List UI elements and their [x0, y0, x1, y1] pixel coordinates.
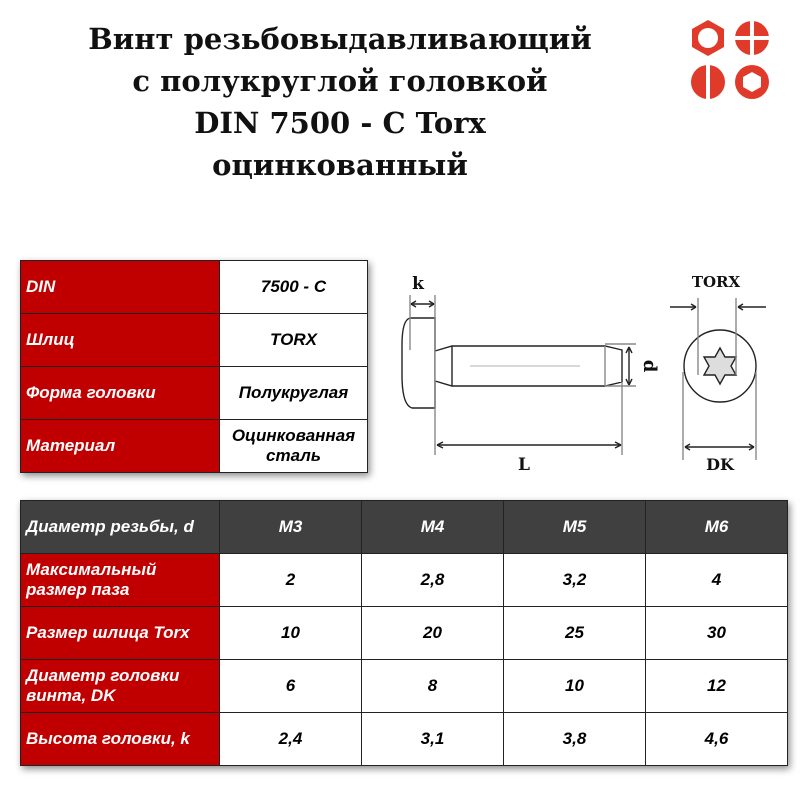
screw-drawing: k L d TORX DK: [401, 273, 766, 475]
cell: 20: [361, 606, 504, 660]
column-header: M5: [503, 500, 646, 554]
row-label: Шлиц: [20, 313, 220, 367]
L-label: L: [518, 455, 530, 475]
torx-label: TORX: [692, 273, 741, 291]
row-value: Оцинкованная сталь: [219, 419, 368, 473]
row-label: Форма головки: [20, 366, 220, 420]
column-header: M4: [361, 500, 504, 554]
d-label: d: [639, 360, 660, 373]
table-row: DIN 7500 - C: [20, 260, 368, 314]
row-value: TORX: [219, 313, 368, 367]
dk-label: DK: [706, 455, 735, 474]
cell: 25: [503, 606, 646, 660]
cell: 2,4: [219, 712, 362, 766]
cell: 10: [219, 606, 362, 660]
table-header-row: Диаметр резьбы, d M3 M4 M5 M6: [20, 500, 788, 554]
row-label: DIN: [20, 260, 220, 314]
cell: 4: [645, 553, 788, 607]
cell: 2,8: [361, 553, 504, 607]
cell: 10: [503, 659, 646, 713]
row-value: 7500 - C: [219, 260, 368, 314]
row-label: Материал: [20, 419, 220, 473]
row-value: Полукруглая: [219, 366, 368, 420]
cell: 30: [645, 606, 788, 660]
size-table: Диаметр резьбы, d M3 M4 M5 M6 Максимальн…: [20, 500, 788, 766]
page-title: Винт резьбовыдавливающий с полукруглой г…: [40, 18, 640, 186]
table-row: Размер шлица Torx 10 20 25 30: [20, 606, 788, 660]
title-line: с полукруглой головкой: [132, 64, 548, 98]
fastener-heads-logo-icon: [691, 20, 770, 100]
row-label: Диаметр головки винта, DK: [20, 659, 220, 713]
column-header: M6: [645, 500, 788, 554]
title-line: Винт резьбовыдавливающий: [88, 22, 592, 56]
screw-head: [401, 317, 436, 409]
cell: 3,2: [503, 553, 646, 607]
cell: 2: [219, 553, 362, 607]
k-label: k: [412, 274, 425, 294]
table-row: Максимальный размер паза 2 2,8 3,2 4: [20, 553, 788, 607]
header-label: Диаметр резьбы, d: [20, 500, 220, 554]
table-row: Диаметр головки винта, DK 6 8 10 12: [20, 659, 788, 713]
row-label: Высота головки, k: [20, 712, 220, 766]
spec-table: DIN 7500 - C Шлиц TORX Форма головки Пол…: [20, 260, 368, 473]
table-row: Форма головки Полукруглая: [20, 366, 368, 420]
title-line: оцинкованный: [212, 148, 468, 182]
row-label: Размер шлица Torx: [20, 606, 220, 660]
table-row: Материал Оцинкованная сталь: [20, 419, 368, 473]
column-header: M3: [219, 500, 362, 554]
row-label: Максимальный размер паза: [20, 553, 220, 607]
table-row: Шлиц TORX: [20, 313, 368, 367]
table-row: Высота головки, k 2,4 3,1 3,8 4,6: [20, 712, 788, 766]
cell: 12: [645, 659, 788, 713]
cell: 4,6: [645, 712, 788, 766]
title-line: DIN 7500 - C Torx: [194, 106, 486, 140]
cell: 6: [219, 659, 362, 713]
cell: 8: [361, 659, 504, 713]
cell: 3,1: [361, 712, 504, 766]
cell: 3,8: [503, 712, 646, 766]
